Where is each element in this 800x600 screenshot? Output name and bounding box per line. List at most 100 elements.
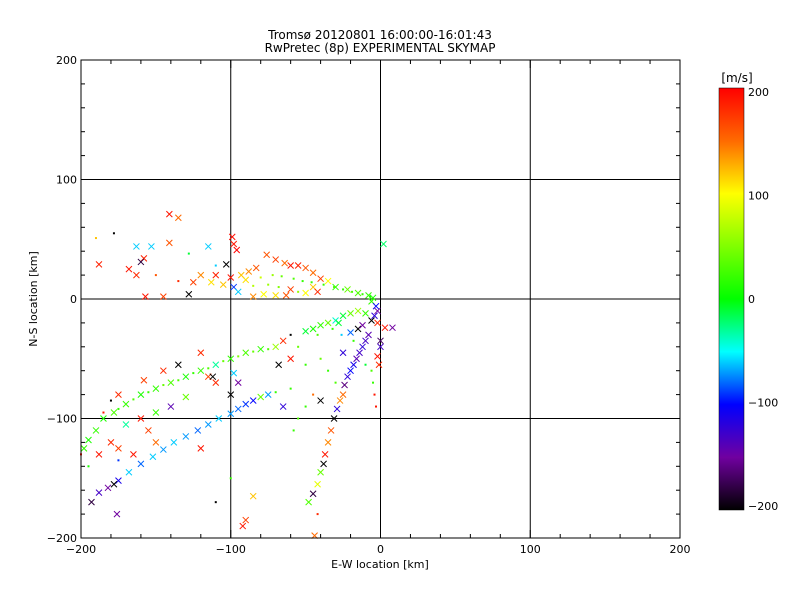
colorbar-label: [m/s] [721, 71, 752, 85]
data-point-x [145, 427, 152, 434]
data-point-x [317, 468, 324, 476]
data-point-x [272, 256, 280, 263]
colorbar-tick-label: −100 [748, 397, 778, 410]
data-point-x [302, 264, 309, 272]
data-point-dot [331, 327, 334, 330]
data-point-x [347, 309, 354, 317]
data-point-dot [297, 417, 300, 420]
data-point-x [227, 355, 235, 363]
data-point-x [174, 361, 182, 369]
x-tick-label: 0 [377, 543, 384, 556]
data-point-x [107, 439, 115, 446]
data-point-x [227, 410, 235, 418]
data-point-x [197, 445, 205, 452]
data-point-x [341, 381, 348, 389]
data-point-x [182, 433, 190, 440]
data-point-x [377, 343, 384, 351]
data-point-dot [132, 398, 135, 401]
data-point-x [104, 484, 112, 492]
data-point-x [333, 405, 341, 413]
data-point-x [234, 405, 242, 413]
colorbar [718, 87, 745, 511]
data-point-x [354, 289, 362, 297]
y-tick-label: 100 [56, 174, 77, 187]
data-point-dot [334, 381, 337, 384]
data-point-x [356, 349, 363, 357]
data-point-x [321, 450, 329, 458]
data-point-x [189, 278, 197, 286]
data-point-x [354, 307, 362, 315]
data-point-x [80, 445, 88, 452]
data-point-x [95, 450, 103, 458]
data-point-x [287, 262, 295, 269]
data-point-x [354, 325, 362, 333]
chart-title: Tromsø 20120801 16:00:00-16:01:43 [267, 28, 492, 42]
data-point-x [380, 240, 387, 248]
data-point-x [137, 258, 145, 266]
data-point-dot [252, 350, 255, 353]
data-point-dot [117, 459, 120, 462]
data-point-x [115, 391, 122, 398]
data-point-dot [352, 339, 355, 342]
data-point-x [234, 288, 242, 296]
data-point-x [212, 379, 220, 387]
data-point-dot [162, 384, 165, 387]
data-point-x [133, 243, 140, 250]
data-point-x [115, 445, 122, 452]
data-point-x [239, 522, 247, 530]
data-point-x [95, 489, 103, 496]
data-point-x [287, 286, 295, 293]
data-point-x [314, 288, 321, 296]
data-point-x [194, 427, 202, 434]
data-point-dot [351, 290, 354, 293]
data-point-x [113, 510, 121, 518]
data-point-x [375, 361, 383, 369]
data-point-dot [297, 290, 300, 293]
y-tick-label: 200 [56, 54, 77, 67]
data-point-x [209, 373, 217, 381]
data-point-x [137, 391, 145, 398]
data-point-x [339, 391, 347, 398]
data-point-dot [372, 381, 375, 384]
data-point-x [160, 293, 167, 300]
data-point-x [279, 403, 287, 410]
data-point-x [339, 312, 347, 320]
data-point-dot [214, 264, 217, 267]
data-point-dot [289, 333, 292, 336]
data-point-x [152, 409, 160, 416]
data-point-x [110, 480, 118, 488]
data-point-dot [87, 465, 90, 468]
data-point-x [327, 427, 335, 434]
x-axis-label: E-W location [km] [331, 558, 429, 571]
data-point-dot [177, 280, 180, 283]
data-point-dot [289, 387, 292, 390]
y-tick-label: 0 [70, 293, 77, 306]
data-point-dot [274, 391, 277, 394]
data-point-x [242, 349, 250, 357]
data-point-dot [94, 237, 97, 240]
data-point-x [148, 243, 155, 250]
data-point-x [212, 361, 220, 369]
plot-frame [80, 59, 681, 539]
data-point-dot [280, 275, 283, 278]
data-point-x [324, 439, 332, 446]
data-point-x [137, 460, 145, 468]
data-point-dot [177, 379, 180, 382]
data-point-x [371, 312, 378, 320]
data-point-x [228, 233, 236, 241]
data-point-dot [312, 393, 315, 396]
data-point-x [365, 331, 372, 339]
data-point-x [100, 415, 107, 422]
data-point-x [149, 453, 157, 461]
data-point-dot [214, 501, 217, 504]
data-point-x [125, 265, 133, 273]
x-tick-label: 200 [670, 543, 691, 556]
data-point-x [245, 268, 253, 275]
data-point-x [85, 436, 92, 444]
data-point-dot [222, 360, 225, 363]
data-point-dot [375, 405, 378, 408]
data-point-x [230, 240, 238, 248]
data-point-dot [310, 281, 313, 284]
data-point-dot [340, 333, 343, 336]
